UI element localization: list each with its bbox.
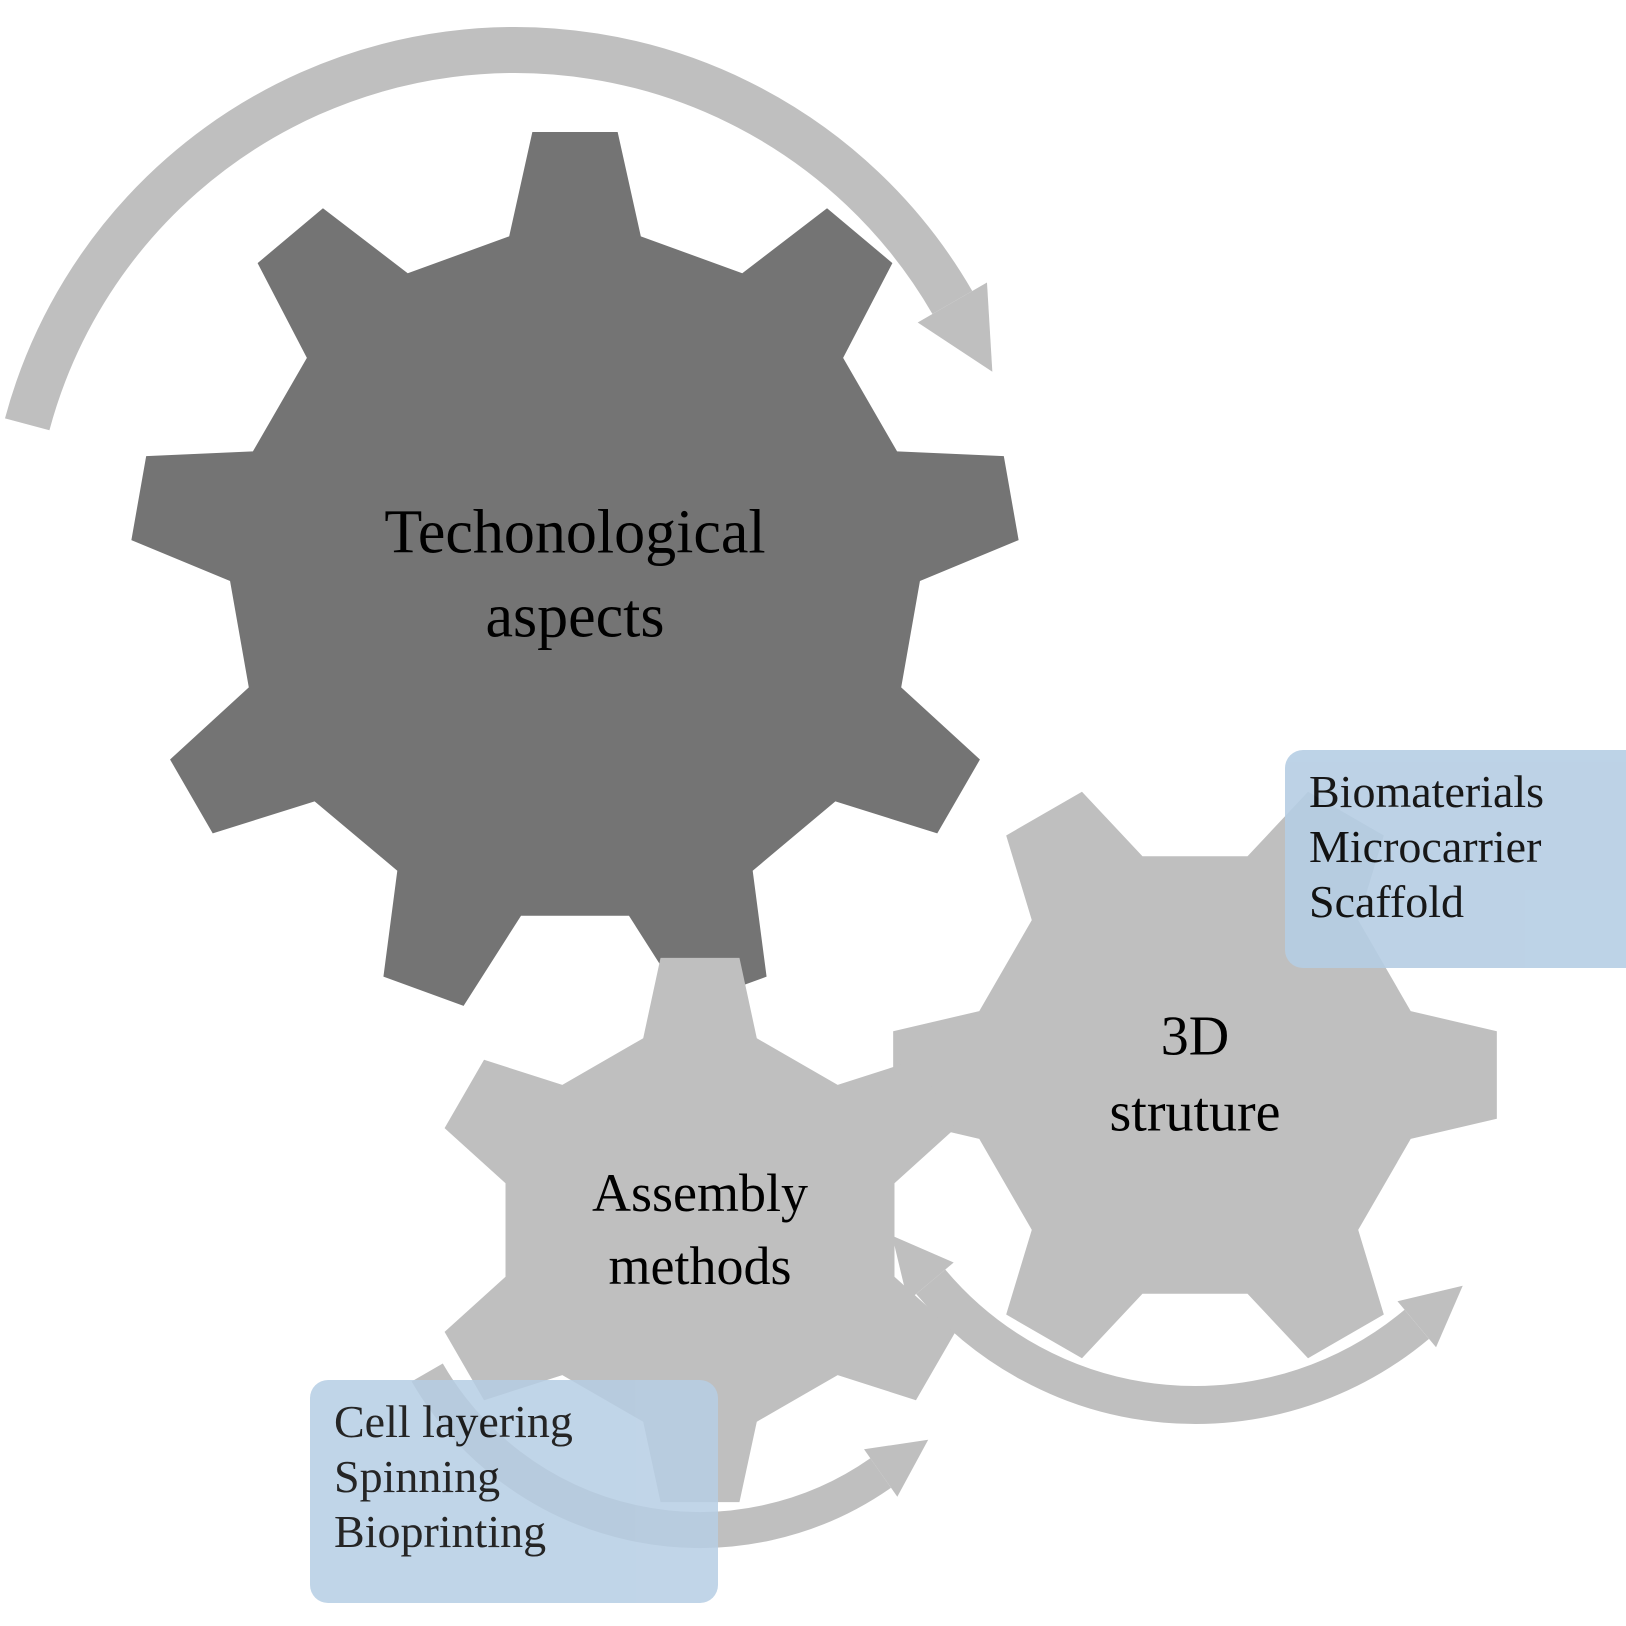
diagram-stage: Techonological aspects 3D struture Assem…	[0, 0, 1626, 1626]
callout-assembly: Cell layeringSpinningBioprinting	[310, 1380, 718, 1603]
callout-line: Microcarrier	[1309, 819, 1626, 874]
callout-structure: BiomaterialsMicrocarrierScaffold	[1285, 750, 1626, 968]
callout-line: Cell layering	[334, 1394, 694, 1449]
callout-line: Spinning	[334, 1449, 694, 1504]
callout-line: Scaffold	[1309, 874, 1626, 929]
callout-line: Biomaterials	[1309, 764, 1626, 819]
callout-line: Bioprinting	[334, 1504, 694, 1559]
